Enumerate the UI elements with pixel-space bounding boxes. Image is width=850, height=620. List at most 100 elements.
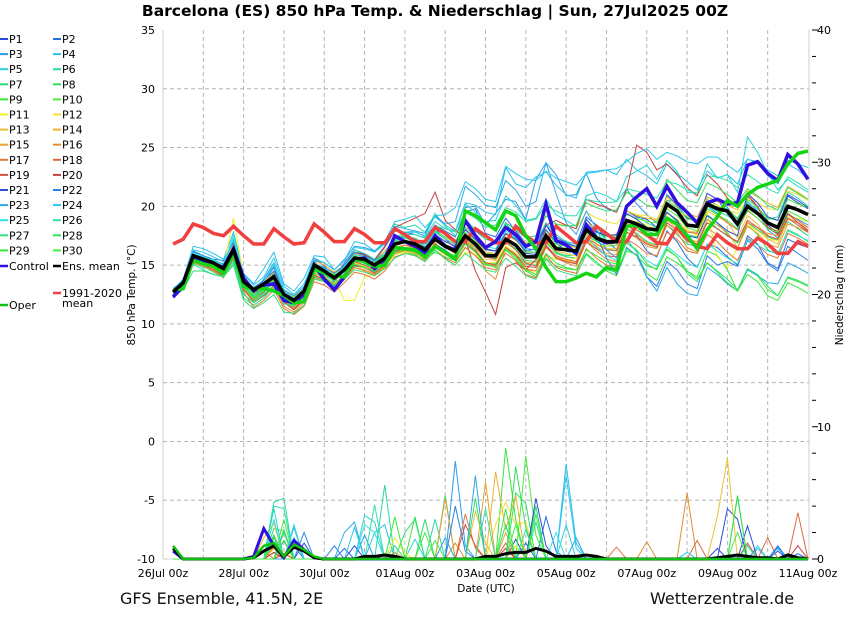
- x-tick-label: 05Aug 00z: [537, 567, 596, 580]
- legend-label: 1991-2020: [62, 287, 122, 300]
- legend-item-p27: P27: [0, 229, 30, 242]
- y2-tick-label: 30: [817, 156, 831, 169]
- legend-label: P19: [9, 169, 30, 182]
- legend-item-p24: P24: [53, 199, 83, 212]
- temp-member-P25: [172, 226, 809, 299]
- legend-label: P23: [9, 199, 30, 212]
- legend-item-p1: P1: [0, 33, 23, 46]
- precip-oper: [172, 541, 808, 561]
- legend-label: P11: [9, 109, 30, 122]
- legend-item-p8: P8: [53, 78, 76, 91]
- temp-ens-mean: [171, 201, 809, 303]
- legend-label: Ens. mean: [62, 260, 120, 273]
- legend-label: P3: [9, 48, 23, 61]
- y-tick-label: 5: [148, 377, 155, 390]
- temp-member-P24: [172, 148, 809, 296]
- legend-item-p17: P17: [0, 154, 30, 167]
- y-tick-label: 0: [148, 435, 155, 448]
- x-tick-label: 30Jul 00z: [299, 567, 350, 580]
- legend-item-p15: P15: [0, 139, 30, 152]
- legend-item-p11: P11: [0, 109, 30, 122]
- legend-item-ens-mean: Ens. mean: [53, 260, 120, 273]
- legend-label: P1: [9, 33, 23, 46]
- legend-item-p14: P14: [53, 124, 83, 137]
- legend-label: P6: [62, 63, 76, 76]
- legend-label: P18: [62, 154, 83, 167]
- legend-label: P2: [62, 33, 76, 46]
- y-tick-label: 15: [141, 259, 155, 272]
- legend-item-p26: P26: [53, 214, 83, 227]
- temperature-lines: [171, 135, 810, 317]
- legend-label: P9: [9, 93, 23, 106]
- legend-label: P17: [9, 154, 30, 167]
- legend-item-p10: P10: [53, 93, 83, 106]
- y-tick-label: 30: [141, 83, 155, 96]
- precipitation-lines: [172, 447, 809, 561]
- legend-label: Control: [9, 260, 49, 273]
- y-tick-label: 10: [141, 318, 155, 331]
- legend-item-p22: P22: [53, 184, 83, 197]
- legend-item-p5: P5: [0, 63, 23, 76]
- x-tick-label: 26Jul 00z: [138, 567, 189, 580]
- legend-label: P16: [62, 139, 83, 152]
- legend-label: P26: [62, 214, 83, 227]
- legend-label: P29: [9, 244, 30, 257]
- x-tick-label: 28Jul 00z: [218, 567, 269, 580]
- legend-item-p20: P20: [53, 169, 83, 182]
- x-tick-label: 11Aug 00z: [779, 567, 838, 580]
- x-tick-label: 07Aug 00z: [617, 567, 676, 580]
- x-tick-label: 09Aug 00z: [698, 567, 757, 580]
- legend-item-p25: P25: [0, 214, 30, 227]
- y-axis-label: 850 hPa Temp. (°C): [126, 244, 138, 345]
- legend-label: Oper: [9, 299, 36, 312]
- legend-item-p29: P29: [0, 244, 30, 257]
- y2-tick-label: 40: [817, 24, 831, 37]
- chart-title: Barcelona (ES) 850 hPa Temp. & Niedersch…: [141, 2, 729, 20]
- legend-label: P12: [62, 109, 83, 122]
- y-tick-label: -5: [144, 494, 155, 507]
- legend-item-p6: P6: [53, 63, 76, 76]
- legend-item-oper: Oper: [0, 299, 36, 312]
- x-axis-label: Date (UTC): [457, 583, 514, 595]
- x-tick-label: 03Aug 00z: [456, 567, 515, 580]
- legend-label: P30: [62, 244, 83, 257]
- legend: P1 P2 P3 P4 P5 P6 P7 P8 P9 P10 P11 P12 P13 P14 P15 P16 P…: [0, 33, 122, 312]
- legend-label: P13: [9, 124, 30, 137]
- legend-item-p3: P3: [0, 48, 23, 61]
- axes: 35 30 25 20 15 10 5 0 -5 -10 40 30 20 10 0 26Jul 00z 28J…: [137, 24, 838, 580]
- legend-label: mean: [62, 297, 93, 310]
- y2-tick-label: 0: [817, 553, 824, 566]
- legend-item-p12: P12: [53, 109, 83, 122]
- legend-label: P28: [62, 229, 83, 242]
- legend-label: P25: [9, 214, 30, 227]
- legend-label: P10: [62, 93, 83, 106]
- y2-tick-label: 20: [817, 289, 831, 302]
- y-tick-label: 35: [141, 24, 155, 37]
- legend-item-p16: P16: [53, 139, 83, 152]
- temp-member-P4: [172, 158, 809, 292]
- legend-item-p28: P28: [53, 229, 83, 242]
- legend-item-p23: P23: [0, 199, 30, 212]
- legend-label: P21: [9, 184, 30, 197]
- legend-item-p7: P7: [0, 78, 23, 91]
- legend-item-p13: P13: [0, 124, 30, 137]
- temp-climatology-1991-2020: [172, 221, 809, 256]
- y2-tick-label: 10: [817, 421, 831, 434]
- model-info: GFS Ensemble, 41.5N, 2E: [120, 589, 324, 608]
- legend-label: P24: [62, 199, 83, 212]
- temp-member-P27: [172, 247, 809, 314]
- legend-label: P7: [9, 78, 23, 91]
- y-tick-label: 25: [141, 142, 155, 155]
- legend-label: P8: [62, 78, 76, 91]
- legend-item-p19: P19: [0, 169, 30, 182]
- temp-oper: [172, 149, 809, 305]
- legend-label: P22: [62, 184, 83, 197]
- legend-label: P5: [9, 63, 23, 76]
- y2-axis-label: Niederschlag (mm): [834, 245, 846, 346]
- source-credit: Wetterzentrale.de: [650, 589, 795, 608]
- legend-item-p9: P9: [0, 93, 23, 106]
- legend-item-p18: P18: [53, 154, 83, 167]
- legend-item-p2: P2: [53, 33, 76, 46]
